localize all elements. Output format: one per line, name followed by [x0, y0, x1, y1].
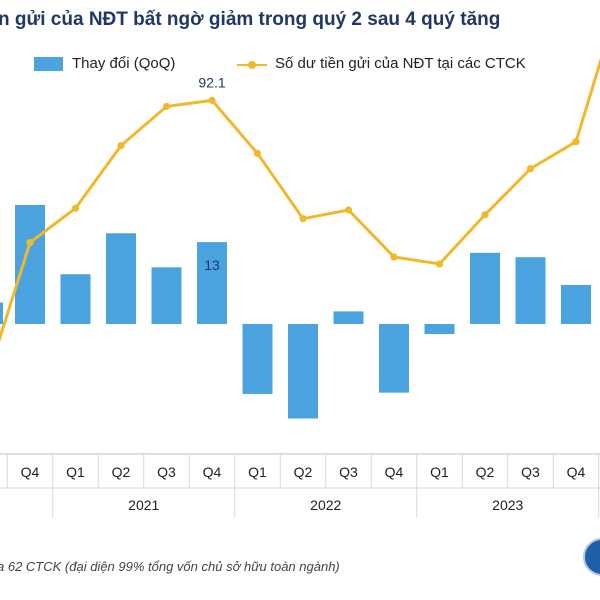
x-tick-label-11: Q3	[521, 464, 540, 480]
line-point-2	[117, 142, 125, 150]
x-tick-label-6: Q2	[294, 464, 313, 480]
line-point-12	[572, 138, 580, 146]
line-point-11	[526, 165, 535, 173]
legend-bar-label: Thay đổi (QoQ)	[72, 55, 176, 72]
bar-11	[515, 257, 546, 324]
bar-1	[60, 274, 91, 324]
chart-title: n gửi của NĐT bất ngờ giảm trong quý 2 s…	[0, 9, 501, 30]
legend-bar-swatch	[34, 57, 63, 71]
line-data-label-4: 92.1	[198, 74, 225, 90]
bar-9	[424, 324, 455, 335]
legend-line-marker	[248, 61, 256, 69]
x-tick-label-12: Q4	[567, 464, 586, 480]
x-tick-label-1: Q1	[66, 464, 85, 480]
bar-6	[288, 324, 318, 419]
x-tick-label-3: Q3	[157, 464, 176, 480]
bar-3	[151, 267, 182, 324]
x-tick-label-2: Q2	[112, 464, 131, 480]
line-point-1	[71, 204, 80, 212]
bar-0	[15, 204, 45, 324]
legend-line-label: Số dư tiền gửi của NĐT tại các CTCK	[275, 55, 526, 72]
x-tick-label-9: Q1	[430, 464, 449, 480]
bar-2	[106, 233, 136, 324]
x-tick-label-10: Q2	[476, 464, 495, 480]
line-point-6	[299, 215, 307, 223]
line-point-0	[26, 239, 34, 247]
bar-12	[561, 284, 591, 324]
bar-10	[470, 252, 500, 324]
x-tick-label-4: Q4	[203, 464, 222, 480]
x-tick-label-0: Q4	[21, 464, 40, 480]
line-point-9	[435, 260, 444, 268]
bar-partial-left	[0, 302, 3, 324]
line-point-10	[481, 211, 489, 219]
line-point-7	[344, 206, 353, 214]
year-label-1: 2022	[310, 497, 341, 513]
bar-4	[197, 242, 227, 324]
bar-5	[242, 324, 273, 394]
x-tick-label-5: Q1	[248, 464, 267, 480]
line-point-3	[162, 102, 171, 111]
legend: Thay đổi (QoQ) Số dư tiền gửi của NĐT tạ…	[0, 54, 600, 78]
x-tick-label-7: Q3	[339, 464, 358, 480]
bar-8	[379, 324, 409, 393]
year-label-0: 2021	[128, 497, 159, 513]
x-tick-label-8: Q4	[385, 464, 404, 480]
footnote: a 62 CTCK (đại diện 99% tổng vốn chủ sở …	[0, 559, 340, 574]
year-label-2: 2023	[492, 497, 523, 513]
line-point-4	[208, 96, 216, 104]
bar-data-label-4: 13	[204, 257, 220, 273]
line-point-5	[253, 149, 262, 158]
bar-7	[333, 311, 364, 324]
line-point-8	[390, 253, 398, 261]
